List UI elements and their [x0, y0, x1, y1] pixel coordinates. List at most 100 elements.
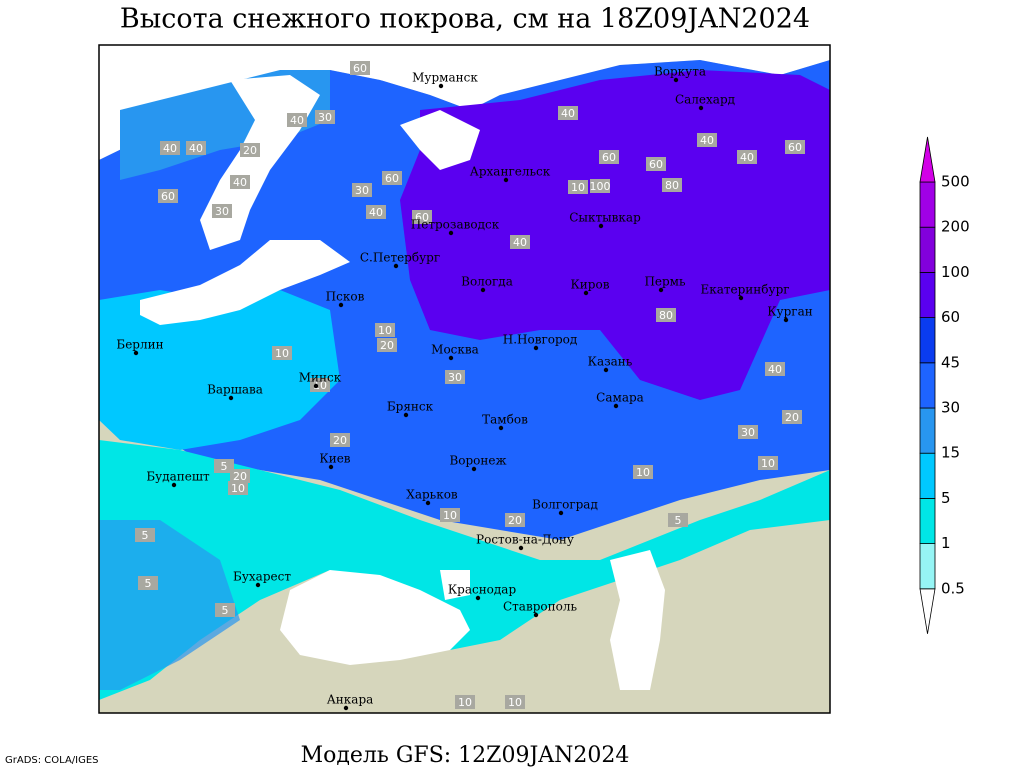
- contour-label-box: [382, 171, 402, 185]
- city-dot: [328, 464, 334, 470]
- city-label: Псков: [326, 290, 365, 304]
- contour-label-box: [633, 465, 653, 479]
- map-frame: [98, 44, 831, 714]
- contour-label: 5: [145, 577, 152, 590]
- city-dot: [698, 105, 704, 111]
- white-sea: [400, 110, 480, 170]
- azov-sea: [440, 570, 470, 600]
- colorbar-segment: [919, 226, 936, 273]
- title: Высота снежного покрова, см на 18Z09JAN2…: [120, 4, 810, 35]
- contour-label: 40: [369, 206, 383, 219]
- contour-label-box: [230, 469, 250, 483]
- city-label: Воронеж: [449, 454, 506, 468]
- city-dot: [518, 545, 524, 551]
- contour-label: 40: [700, 134, 714, 147]
- contour-label-box: [375, 323, 395, 337]
- city-dot: [313, 383, 319, 389]
- city-dot: [673, 77, 679, 83]
- city-dot: [533, 345, 539, 351]
- contour-label-box: [377, 338, 397, 352]
- contour-label: 5: [222, 604, 229, 617]
- contour-label-box: [737, 150, 757, 164]
- city-label: Казань: [588, 355, 633, 369]
- contour-label-box: [135, 528, 155, 542]
- city-label: Курган: [767, 305, 812, 319]
- contour-label-box: [599, 150, 619, 164]
- contour-label: 10: [761, 457, 775, 470]
- contour-label: 30: [215, 205, 229, 218]
- city-label: Пермь: [644, 275, 686, 289]
- city-dot: [171, 482, 177, 488]
- city-label: Мурманск: [412, 71, 478, 85]
- contour-label-box: [765, 362, 785, 376]
- contour-label: 10: [636, 466, 650, 479]
- city-label: Екатеринбург: [700, 283, 789, 297]
- contour-label: 60: [649, 158, 663, 171]
- contour-label-box: [330, 433, 350, 447]
- contour-label: 60: [353, 62, 367, 75]
- contour-label-box: [662, 178, 682, 192]
- contour-label-box: [158, 189, 178, 203]
- contour-label: 30: [355, 184, 369, 197]
- contour-label-box: [646, 157, 666, 171]
- city-label: Ставрополь: [503, 600, 577, 614]
- city-label: Н.Новгород: [503, 333, 578, 347]
- contour-label: 40: [233, 176, 247, 189]
- city-label: Минск: [299, 371, 342, 385]
- contour-label: 10: [443, 509, 457, 522]
- city-label: Будапешт: [146, 470, 210, 484]
- contour-label-box: [352, 183, 372, 197]
- colorbar-label: 15: [941, 444, 960, 462]
- contour-label-box: [350, 61, 370, 75]
- contour-label-box: [505, 513, 525, 527]
- contour-label: 5: [142, 529, 149, 542]
- city-dot: [338, 302, 344, 308]
- contour-label-box: [230, 175, 250, 189]
- contour-label: 60: [788, 141, 802, 154]
- caspian-sea: [610, 550, 665, 690]
- contour-label-box: [272, 346, 292, 360]
- contour-label: 40: [513, 236, 527, 249]
- colorbar-label: 1: [941, 534, 951, 552]
- contour-label-box: [310, 378, 330, 392]
- colorbar-label: 200: [941, 218, 970, 236]
- city-dot: [613, 403, 619, 409]
- contour-label-box: [160, 141, 180, 155]
- city-dot: [133, 350, 139, 356]
- city-dot: [783, 317, 789, 323]
- colorbar-segment: [919, 452, 936, 499]
- colorbar-segment: [919, 136, 936, 183]
- contour-label-box: [455, 695, 475, 709]
- contour-label: 10: [378, 324, 392, 337]
- contour-label: 20: [785, 411, 799, 424]
- contour-label: 10: [313, 379, 327, 392]
- city-label: Сыктывкар: [569, 211, 641, 225]
- city-dot: [598, 223, 604, 229]
- city-dot: [738, 295, 744, 301]
- contour-label-box: [287, 113, 307, 127]
- colorbar-segment: [919, 543, 936, 590]
- snow-carpathian: [99, 520, 240, 690]
- city-label: Воркута: [654, 65, 706, 79]
- city-dot: [498, 425, 504, 431]
- city-dot: [475, 595, 481, 601]
- colorbar-label: 45: [941, 353, 960, 371]
- contour-label: 40: [163, 142, 177, 155]
- contour-label: 10: [231, 482, 245, 495]
- contour-label-box: [445, 370, 465, 384]
- contour-label: 40: [740, 151, 754, 164]
- city-label: Харьков: [406, 488, 458, 502]
- colorbar-segment: [919, 497, 936, 544]
- snow-west: [99, 290, 340, 450]
- contour-label-box: [366, 205, 386, 219]
- contour-label: 10: [571, 181, 585, 194]
- contour-label: 80: [665, 179, 679, 192]
- city-label: Ростов-на-Дону: [476, 533, 574, 547]
- city-dot: [471, 466, 477, 472]
- city-label: Бухарест: [233, 570, 291, 584]
- city-dot: [448, 230, 454, 236]
- contour-label: 80: [659, 309, 673, 322]
- contour-label: 20: [380, 339, 394, 352]
- city-label: Киев: [319, 452, 350, 466]
- contour-label: 5: [221, 460, 228, 473]
